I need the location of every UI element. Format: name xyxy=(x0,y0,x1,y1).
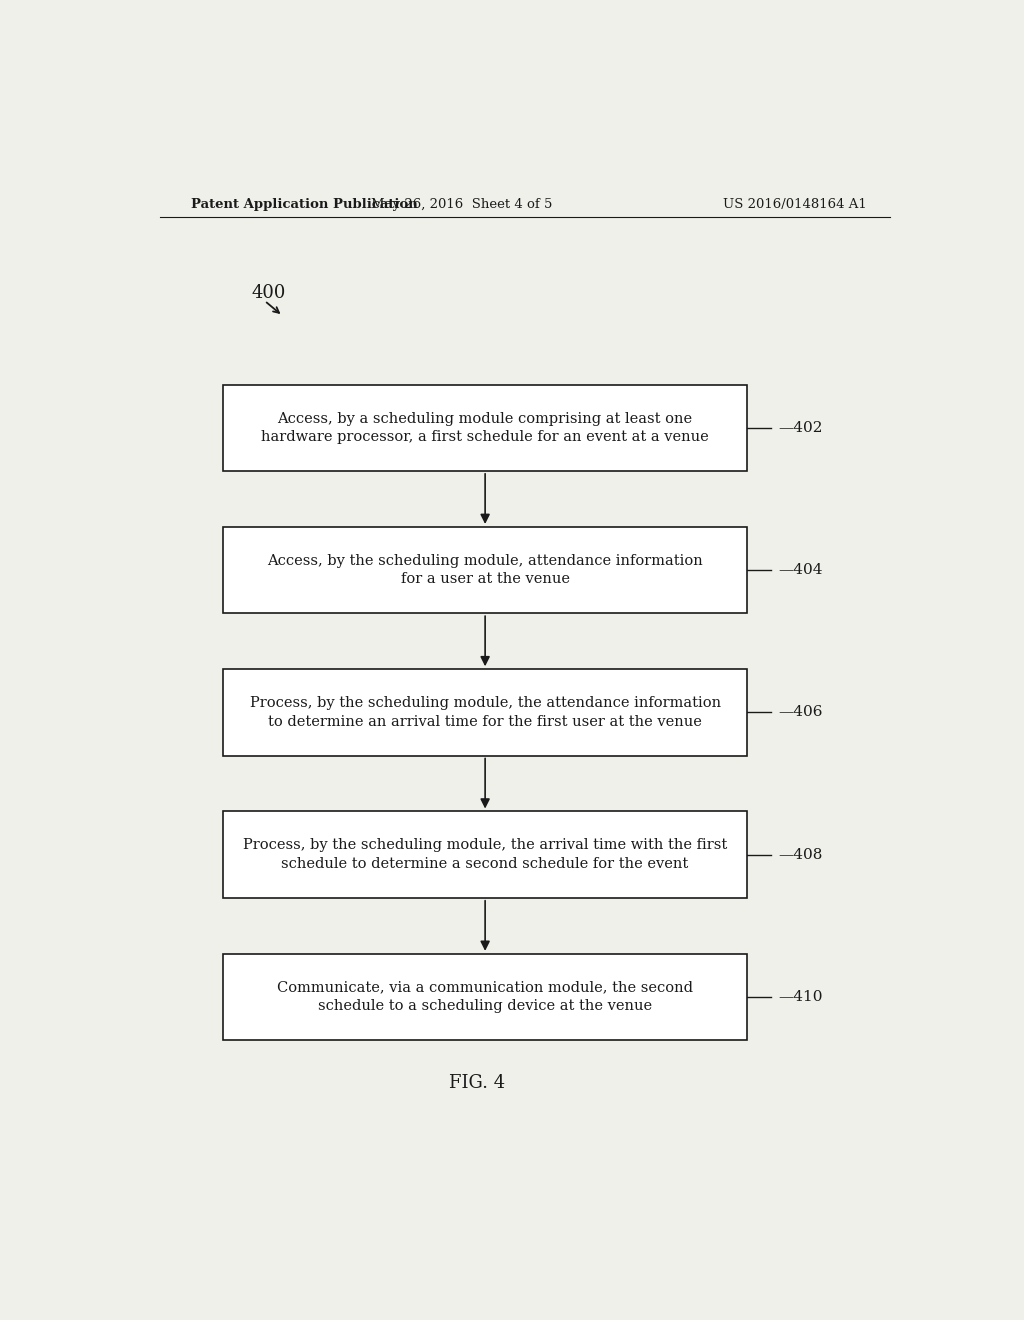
Text: Access, by the scheduling module, attendance information
for a user at the venue: Access, by the scheduling module, attend… xyxy=(267,554,703,586)
Text: US 2016/0148164 A1: US 2016/0148164 A1 xyxy=(723,198,867,211)
Bar xyxy=(223,954,748,1040)
Text: —410: —410 xyxy=(779,990,823,1005)
Text: —406: —406 xyxy=(779,705,823,719)
Bar xyxy=(223,669,748,755)
Text: —404: —404 xyxy=(779,564,823,577)
Text: Access, by a scheduling module comprising at least one
hardware processor, a fir: Access, by a scheduling module comprisin… xyxy=(261,412,709,444)
Text: May 26, 2016  Sheet 4 of 5: May 26, 2016 Sheet 4 of 5 xyxy=(371,198,552,211)
Text: —402: —402 xyxy=(779,421,823,434)
Text: —408: —408 xyxy=(779,847,823,862)
Bar xyxy=(223,384,748,471)
Text: 400: 400 xyxy=(251,284,286,301)
Text: Communicate, via a communication module, the second
schedule to a scheduling dev: Communicate, via a communication module,… xyxy=(278,981,693,1014)
Bar xyxy=(223,527,748,614)
Text: Process, by the scheduling module, the arrival time with the first
schedule to d: Process, by the scheduling module, the a… xyxy=(243,838,727,871)
Text: Process, by the scheduling module, the attendance information
to determine an ar: Process, by the scheduling module, the a… xyxy=(250,696,721,729)
Bar xyxy=(223,812,748,898)
Text: Patent Application Publication: Patent Application Publication xyxy=(191,198,418,211)
Text: FIG. 4: FIG. 4 xyxy=(450,1074,505,1093)
